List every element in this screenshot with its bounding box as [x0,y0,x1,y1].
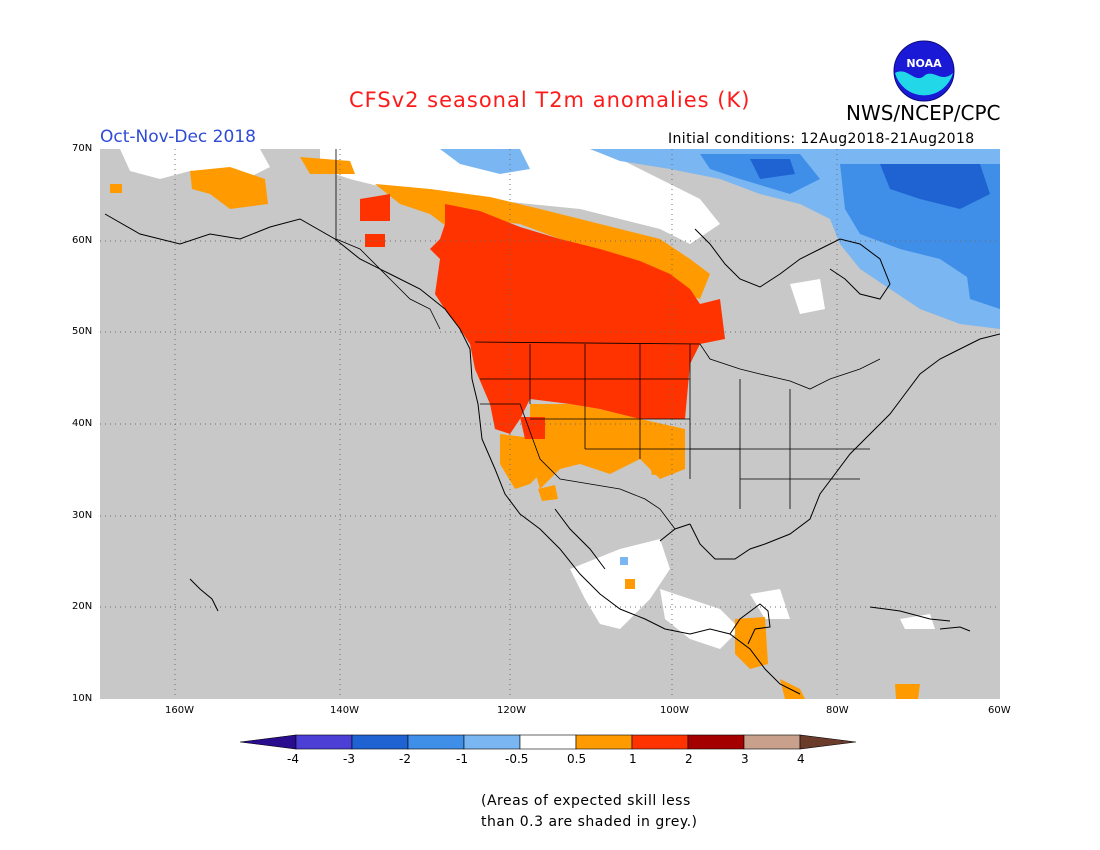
lat-label: 30N [72,510,93,521]
noaa-logo-icon: NOAA [893,40,955,102]
political-borders [335,149,881,530]
lon-label: 140W [330,705,359,716]
colorbar-label: -0.5 [505,752,529,766]
lon-label: 80W [826,705,849,716]
colorbar-label: 4 [797,752,805,766]
colorbar-label: 0.5 [567,752,587,766]
lat-label: 20N [72,601,93,612]
colorbar-left-arrow [239,734,297,750]
graticule [100,149,1000,699]
lat-label: 40N [72,418,93,429]
colorbar-swatch [687,734,745,750]
colorbar-label: -3 [343,752,355,766]
lat-label: 10N [72,693,93,704]
lon-label: 120W [497,705,526,716]
lon-label: 100W [660,705,689,716]
colorbar-swatch [351,734,409,750]
colorbar-right-arrow [799,734,857,750]
colorbar-swatch [463,734,521,750]
logo-text: NOAA [906,57,942,70]
chart-title: CFSv2 seasonal T2m anomalies (K) [349,88,751,112]
lon-label: 160W [165,705,194,716]
colorbar-label: -2 [399,752,411,766]
colorbar-label: -4 [287,752,299,766]
skill-note-line: (Areas of expected skill less [481,793,691,809]
coastlines [104,213,1000,695]
lat-label: 70N [72,143,93,154]
colorbar-label: 3 [741,752,749,766]
colorbar-swatch [575,734,633,750]
colorbar-swatch [407,734,465,750]
colorbar-swatch [743,734,801,750]
anomaly-map [100,149,1000,699]
lon-label: 60W [988,705,1011,716]
colorbar-swatch [519,734,577,750]
colorbar-swatch [295,734,353,750]
agency-label: NWS/NCEP/CPC [846,101,1001,125]
lat-label: 60N [72,235,93,246]
skill-note: (Areas of expected skill less than 0.3 a… [481,791,698,833]
colorbar-label: 1 [629,752,637,766]
logo-wave [895,71,953,96]
colorbar-label: 2 [685,752,693,766]
colorbar-swatch [631,734,689,750]
skill-note-line: than 0.3 are shaded in grey.) [481,814,698,830]
lat-label: 50N [72,326,93,337]
cool-dark-regions [750,159,990,209]
forecast-period: Oct-Nov-Dec 2018 [100,127,256,147]
initial-conditions: Initial conditions: 12Aug2018-21Aug2018 [668,131,975,147]
colorbar-label: -1 [456,752,468,766]
